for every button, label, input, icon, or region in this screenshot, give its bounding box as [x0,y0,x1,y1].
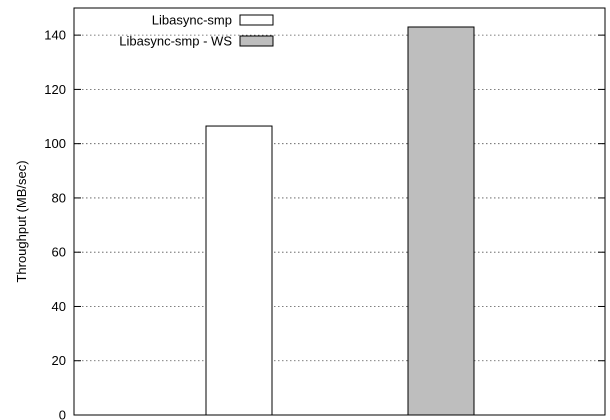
bars [205,26,475,416]
y-tick-label: 100 [44,136,66,151]
plot-frame [73,7,606,416]
y-axis-ticks: 0 20 40 60 80 100 120 140 [44,28,605,420]
bar-libasync-smp-ws [407,26,475,416]
legend: Libasync-smp Libasync-smp - WS [119,13,274,49]
legend-swatch [239,35,274,47]
legend-swatch [239,14,274,26]
grid-lines [74,34,605,362]
y-tick-label: 80 [52,190,66,205]
legend-label: Libasync-smp [152,13,232,28]
y-tick-label: 40 [52,299,66,314]
legend-label: Libasync-smp - WS [119,34,232,49]
y-tick-label: 0 [59,408,66,420]
y-tick-label: 140 [44,28,66,43]
y-tick-label: 60 [52,245,66,260]
y-tick-label: 120 [44,82,66,97]
bar-libasync-smp [205,125,273,416]
y-axis-label: Throughput (MB/sec) [14,160,29,282]
y-tick-label: 20 [52,353,66,368]
